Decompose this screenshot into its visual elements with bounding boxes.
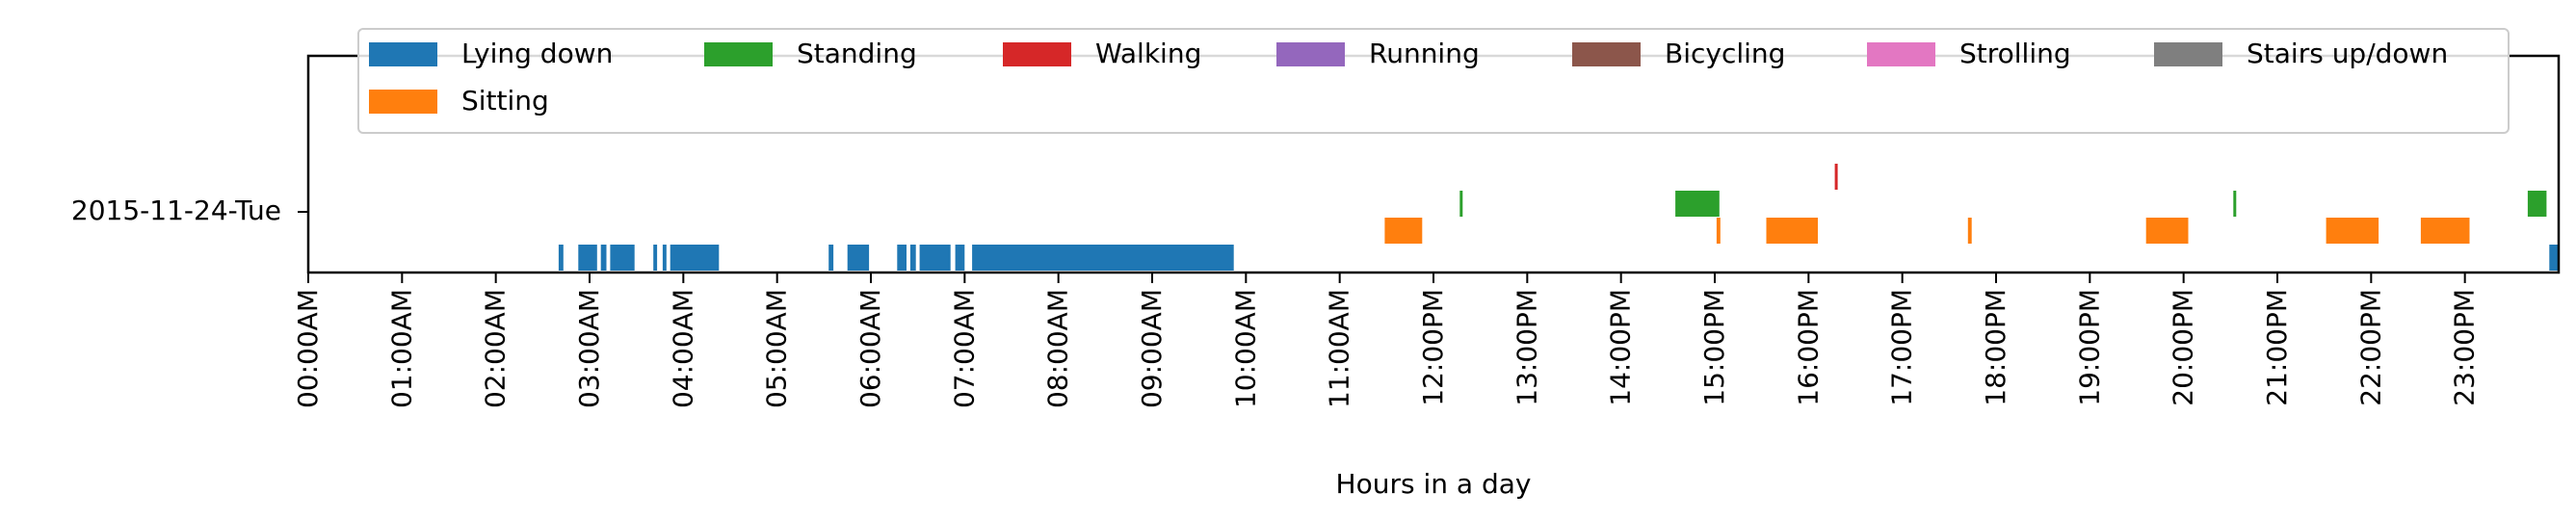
legend-label: Strolling	[1959, 38, 2071, 69]
legend: Lying down Sitting Standing Walking Running B…	[357, 28, 2510, 134]
legend-swatch	[2154, 42, 2222, 66]
legend-swatch	[369, 42, 437, 66]
activity-bar-lying-down	[662, 245, 667, 271]
legend-swatch	[1572, 42, 1641, 66]
legend-frame	[357, 28, 2510, 134]
x-tick-label: 00:00AM	[292, 289, 324, 408]
activity-bar-lying-down	[2549, 245, 2559, 271]
legend-label: Standing	[797, 38, 917, 69]
x-tick-label: 08:00AM	[1042, 289, 1074, 408]
activity-bar-walking	[1834, 164, 1838, 190]
activity-bar-sitting	[2145, 218, 2189, 244]
x-axis-label: Hours in a day	[1336, 468, 1532, 500]
activity-bars	[558, 164, 2559, 271]
x-tick-label: 15:00PM	[1698, 289, 1730, 406]
x-tick-label: 18:00PM	[1980, 289, 2011, 406]
activity-bar-lying-down	[919, 245, 951, 271]
x-tick-label: 20:00PM	[2168, 289, 2199, 406]
x-tick-label: 10:00AM	[1229, 289, 1261, 408]
activity-bar-lying-down	[828, 245, 834, 271]
activity-bar-standing	[1459, 191, 1463, 217]
legend-label: Bicycling	[1665, 38, 1785, 69]
x-tick-label: 19:00PM	[2073, 289, 2105, 406]
x-tick-label: 02:00AM	[480, 289, 512, 408]
x-tick-label: 12:00PM	[1417, 289, 1449, 406]
y-axis: 2015-11-24-Tue	[71, 195, 308, 226]
legend-label: Stairs up/down	[2247, 38, 2448, 69]
x-tick-label: 11:00AM	[1324, 289, 1355, 408]
activity-bar-lying-down	[600, 245, 607, 271]
activity-bar-lying-down	[847, 245, 870, 271]
activity-bar-sitting	[1716, 218, 1721, 244]
activity-bar-lying-down	[578, 245, 597, 271]
legend-label: Lying down	[461, 38, 613, 69]
activity-bar-lying-down	[909, 245, 916, 271]
activity-bar-lying-down	[610, 245, 635, 271]
activity-bar-standing	[2527, 191, 2547, 217]
x-tick-label: 21:00PM	[2261, 289, 2293, 406]
x-tick-label: 23:00PM	[2449, 289, 2481, 406]
legend-swatch	[1867, 42, 1935, 66]
x-tick-label: 05:00AM	[761, 289, 793, 408]
activity-bar-sitting	[1766, 218, 1818, 244]
legend-label: Walking	[1095, 38, 1201, 69]
legend-label: Sitting	[461, 85, 549, 117]
x-tick-label: 22:00PM	[2354, 289, 2386, 406]
activity-bar-standing	[1675, 191, 1720, 217]
legend-swatch	[1003, 42, 1071, 66]
activity-bar-lying-down	[972, 245, 1234, 271]
y-tick-label: 2015-11-24-Tue	[71, 195, 281, 226]
x-tick-label: 07:00AM	[948, 289, 980, 408]
x-tick-label: 06:00AM	[854, 289, 886, 408]
legend-swatch	[1276, 42, 1345, 66]
x-tick-label: 04:00AM	[667, 289, 698, 408]
activity-bar-sitting	[1967, 218, 1972, 244]
activity-bar-sitting	[2420, 218, 2470, 244]
x-tick-label: 01:00AM	[385, 289, 417, 408]
x-tick-label: 14:00PM	[1605, 289, 1637, 406]
legend-swatch	[704, 42, 773, 66]
activity-bar-lying-down	[955, 245, 965, 271]
activity-bar-sitting	[1384, 218, 1423, 244]
activity-bar-lying-down	[897, 245, 907, 271]
activity-bar-sitting	[2326, 218, 2379, 244]
x-tick-label: 09:00AM	[1136, 289, 1168, 408]
legend-swatch	[369, 90, 437, 114]
activity-bar-lying-down	[558, 245, 564, 271]
x-tick-label: 13:00PM	[1511, 289, 1542, 406]
x-tick-label: 03:00AM	[573, 289, 605, 408]
x-axis: 00:00AM 01:00AM 02:00AM 03:00AM 04:00AM 05:00…	[292, 273, 2481, 408]
activity-bar-lying-down	[670, 245, 720, 271]
x-tick-label: 16:00PM	[1792, 289, 1824, 406]
x-tick-label: 17:00PM	[1886, 289, 1918, 406]
activity-bar-lying-down	[653, 245, 658, 271]
activity-bar-standing	[2233, 191, 2237, 217]
legend-label: Running	[1369, 38, 1480, 69]
